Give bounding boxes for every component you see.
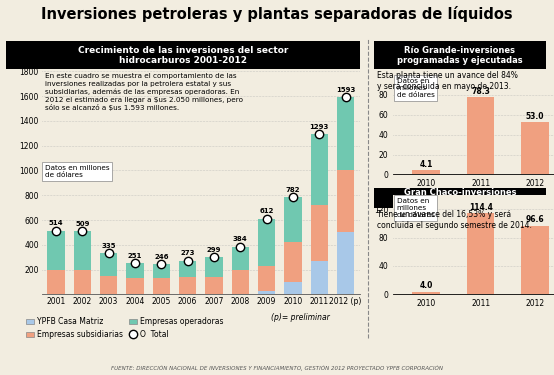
Bar	[48, 270, 65, 294]
Text: Inversiones petroleras y plantas separadoras de líquidos: Inversiones petroleras y plantas separad…	[41, 6, 513, 22]
Text: 299: 299	[207, 247, 221, 253]
Text: Crecimiento de las inversiones del sector
hidrocarburos 2001-2012: Crecimiento de las inversiones del secto…	[78, 46, 288, 65]
Text: Datos en
millones
de dólares: Datos en millones de dólares	[397, 78, 435, 98]
Bar	[284, 198, 301, 242]
Text: 4.1: 4.1	[419, 160, 433, 169]
Bar	[100, 276, 117, 294]
Text: 509: 509	[75, 221, 90, 227]
Bar	[311, 134, 328, 205]
Text: 384: 384	[233, 236, 248, 242]
Bar	[337, 170, 354, 232]
Bar	[74, 231, 91, 270]
Text: Río Grande-inversiones
programadas y ejecutadas: Río Grande-inversiones programadas y eje…	[397, 46, 522, 65]
Text: 273: 273	[181, 250, 195, 256]
Bar	[232, 247, 249, 270]
Text: 612: 612	[259, 208, 274, 214]
Text: 251: 251	[128, 253, 142, 259]
Text: 53.0: 53.0	[526, 112, 545, 121]
Text: En este cuadro se muestra el comportamiento de las
inversiones realizadas por la: En este cuadro se muestra el comportamie…	[45, 74, 243, 111]
Text: FUENTE: DIRECCIÓN NACIONAL DE INVERSIONES Y FINANCIAMIENTO, GESTIÓN 2012 PROYECT: FUENTE: DIRECCIÓN NACIONAL DE INVERSIONE…	[111, 365, 443, 371]
Text: 78.3: 78.3	[471, 87, 490, 96]
Text: Esta planta tiene un avance del 84%
y será concluida en mayo de 2013.: Esta planta tiene un avance del 84% y se…	[377, 71, 517, 92]
Bar	[258, 266, 275, 291]
Bar	[179, 261, 196, 277]
Bar	[48, 231, 65, 270]
Text: Datos en millones
de dólares: Datos en millones de dólares	[45, 165, 109, 178]
Bar	[412, 291, 440, 294]
Text: 514: 514	[49, 220, 63, 226]
Bar	[206, 277, 223, 294]
Bar	[100, 253, 117, 276]
Text: 246: 246	[154, 254, 168, 260]
Bar	[337, 232, 354, 294]
Bar	[179, 277, 196, 294]
Bar	[258, 291, 275, 294]
Text: 96.6: 96.6	[526, 215, 545, 224]
Text: 1593: 1593	[336, 87, 355, 93]
Bar	[337, 97, 354, 170]
Bar	[74, 270, 91, 294]
Bar	[521, 226, 549, 294]
Text: (p)= preliminar: (p)= preliminar	[271, 314, 330, 322]
Bar	[284, 242, 301, 282]
Text: 114.4: 114.4	[469, 203, 493, 212]
Text: Tiene un avance del 16,53% y será
concluida el segundo semestre de 2014.: Tiene un avance del 16,53% y será conclu…	[377, 210, 532, 230]
Bar	[153, 264, 170, 278]
Bar	[467, 213, 494, 294]
Legend: YPFB Casa Matriz, Empresas subsidiarias, Empresas operadoras, O  Total: YPFB Casa Matriz, Empresas subsidiarias,…	[26, 317, 223, 339]
Bar	[412, 170, 440, 174]
Bar	[311, 261, 328, 294]
Text: Gran Chaco-inversiones
programadas y ejecutadas: Gran Chaco-inversiones programadas y eje…	[397, 188, 522, 207]
Bar	[153, 278, 170, 294]
Text: 4.0: 4.0	[419, 281, 433, 290]
Text: 1293: 1293	[310, 124, 329, 130]
Text: Datos en
millones
de dólares: Datos en millones de dólares	[397, 198, 435, 218]
Bar	[126, 278, 143, 294]
Text: 335: 335	[101, 243, 116, 249]
Bar	[521, 122, 549, 174]
Bar	[206, 257, 223, 277]
Text: 782: 782	[286, 187, 300, 193]
Bar	[284, 282, 301, 294]
Bar	[311, 205, 328, 261]
Bar	[258, 219, 275, 266]
Bar	[232, 270, 249, 294]
Bar	[126, 263, 143, 278]
Bar	[467, 97, 494, 174]
